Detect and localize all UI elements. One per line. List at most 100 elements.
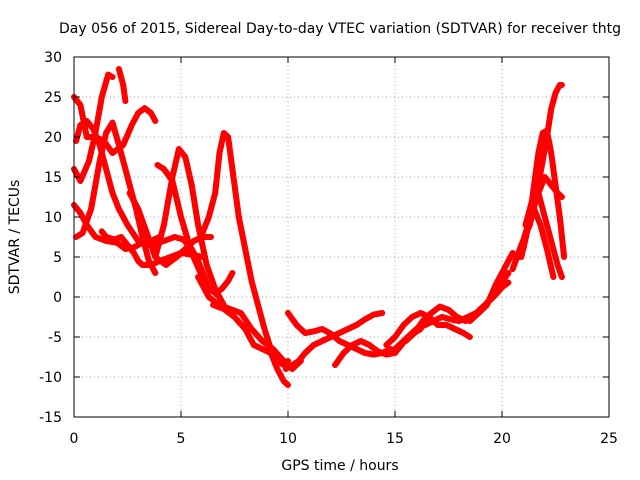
data-point-marker — [248, 278, 255, 284]
data-point-marker — [172, 160, 179, 166]
data-point-marker — [142, 227, 149, 233]
data-point-marker — [121, 163, 128, 169]
data-point-marker — [200, 244, 206, 251]
data-point-marker — [554, 262, 561, 268]
data-point-marker — [521, 240, 528, 246]
data-point-marker — [215, 304, 222, 310]
data-point-marker — [97, 103, 104, 109]
data-point-marker — [545, 254, 552, 261]
y-tick-label: -15 — [39, 410, 62, 426]
data-point-marker — [494, 279, 500, 286]
data-point-marker — [152, 254, 159, 260]
data-point-marker — [536, 193, 543, 199]
data-point-marker — [101, 85, 108, 92]
data-point-marker — [208, 234, 214, 240]
data-point-marker — [111, 236, 118, 243]
data-point-marker — [76, 127, 82, 134]
data-point-marker — [245, 260, 252, 267]
data-point-marker — [528, 214, 535, 221]
data-point-marker — [101, 160, 108, 166]
data-point-marker — [121, 139, 128, 146]
data-point-marker — [99, 91, 106, 98]
data-point-marker — [184, 162, 191, 169]
data-point-marker — [136, 209, 143, 215]
data-point-marker — [246, 266, 253, 273]
data-point-marker — [549, 271, 556, 278]
y-tick-label: 5 — [53, 250, 62, 266]
data-point-marker — [173, 193, 179, 199]
data-point-marker — [218, 141, 225, 148]
data-point-marker — [557, 271, 564, 277]
data-point-marker — [339, 328, 346, 335]
data-point-marker — [510, 263, 517, 269]
data-point-marker — [412, 312, 418, 319]
data-point-marker — [117, 148, 124, 154]
data-point-marker — [111, 195, 118, 202]
data-point-marker — [549, 244, 556, 250]
data-point-marker — [313, 327, 320, 334]
data-point-marker — [145, 236, 152, 242]
data-point-marker — [171, 234, 178, 240]
series-pass-10 — [154, 162, 236, 296]
series-pass-9 — [152, 146, 227, 308]
data-point-marker — [339, 339, 346, 346]
data-point-marker — [78, 175, 85, 182]
data-point-marker — [153, 248, 160, 255]
data-point-marker — [226, 275, 233, 282]
data-point-marker — [201, 253, 208, 260]
data-point-marker — [539, 228, 546, 234]
data-point-marker — [133, 203, 140, 210]
data-point-marker — [540, 152, 547, 158]
data-point-marker — [141, 224, 148, 230]
data-point-marker — [173, 154, 180, 161]
data-point-marker — [205, 268, 212, 274]
data-point-marker — [245, 331, 252, 338]
data-point-marker — [200, 247, 207, 254]
y-tick-label: 15 — [44, 170, 62, 186]
data-point-marker — [216, 150, 223, 156]
data-point-marker — [212, 303, 219, 309]
x-tick-label: 10 — [279, 431, 297, 447]
data-point-marker — [260, 323, 267, 329]
data-point-marker — [187, 176, 194, 183]
data-point-marker — [166, 192, 173, 198]
data-point-marker — [157, 233, 164, 240]
data-point-marker — [195, 222, 202, 228]
data-point-marker — [548, 238, 555, 244]
data-point-marker — [522, 237, 529, 244]
data-point-marker — [250, 284, 257, 290]
data-point-marker — [242, 246, 249, 252]
data-point-marker — [499, 268, 506, 275]
data-point-marker — [174, 199, 181, 205]
data-point-marker — [360, 339, 367, 346]
data-point-marker — [511, 260, 518, 266]
data-point-marker — [268, 352, 275, 359]
data-point-marker — [551, 95, 558, 102]
data-point-marker — [533, 211, 540, 218]
axis-ticks: 0 5 10 15 20 25 -15 -10 -5 0 5 10 15 20 25 30 — [39, 50, 618, 447]
data-point-marker — [169, 178, 176, 184]
data-point-marker — [543, 243, 550, 249]
data-point-marker — [248, 275, 254, 282]
data-point-marker — [106, 234, 112, 241]
data-point-marker — [241, 243, 248, 250]
data-point-marker — [130, 250, 137, 256]
data-point-marker — [119, 79, 126, 86]
data-point-marker — [552, 90, 559, 96]
data-point-marker — [144, 233, 151, 239]
data-point-marker — [492, 282, 499, 288]
data-point-marker — [199, 268, 206, 275]
data-point-marker — [439, 314, 446, 320]
data-point-marker — [82, 128, 89, 135]
data-point-marker — [536, 144, 543, 151]
data-point-marker — [316, 339, 323, 346]
data-point-marker — [537, 141, 544, 148]
data-point-marker — [155, 240, 162, 246]
data-point-marker — [129, 195, 136, 202]
data-point-marker — [111, 125, 118, 132]
data-point-marker — [79, 110, 86, 117]
data-point-marker — [237, 222, 244, 229]
data-point-marker — [545, 229, 552, 235]
data-point-marker — [414, 311, 421, 318]
data-point-marker — [356, 347, 363, 354]
